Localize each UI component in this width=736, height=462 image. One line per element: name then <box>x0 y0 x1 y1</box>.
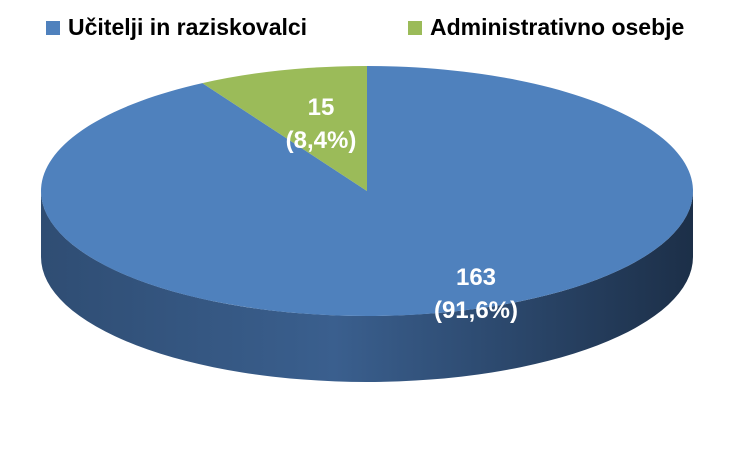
legend-item-teachers: Učitelji in raziskovalci <box>46 14 307 41</box>
data-label-teachers-percent: (91,6%) <box>433 297 519 324</box>
pie-slice-teachers <box>40 66 693 316</box>
pie-side-band <box>41 191 693 382</box>
data-label-admin-percent: (8,4%) <box>285 127 357 154</box>
legend-item-admin: Administrativno osebje <box>408 14 684 41</box>
pie-side-teachers <box>41 191 693 382</box>
data-label-teachers: 163 (91,6%) <box>406 261 546 327</box>
legend-label-teachers: Učitelji in raziskovalci <box>68 14 308 40</box>
data-label-teachers-value: 163 <box>455 264 497 291</box>
pie-top-slices <box>40 66 693 316</box>
legend: Učitelji in raziskovalci Administrativno… <box>0 14 736 54</box>
pie-slice-admin <box>202 66 367 191</box>
data-label-admin: 15 (8,4%) <box>251 91 391 157</box>
data-label-admin-value: 15 <box>307 94 335 121</box>
legend-swatch-admin <box>408 20 422 35</box>
legend-swatch-teachers <box>46 20 60 35</box>
legend-label-admin: Administrativno osebje <box>430 14 685 40</box>
